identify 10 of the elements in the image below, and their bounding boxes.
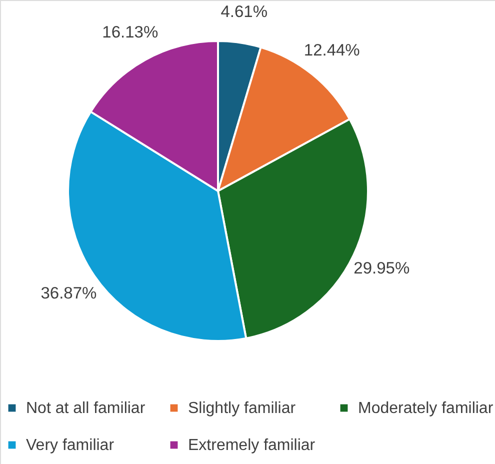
legend-label: Slightly familiar — [188, 400, 296, 417]
data-label: 36.87% — [40, 284, 98, 302]
data-label: 4.61% — [220, 2, 268, 21]
legend-label: Not at all familiar — [26, 400, 146, 417]
data-label: 16.13% — [102, 24, 158, 42]
data-label: 12.44% — [304, 41, 360, 60]
legend-label: Very familiar — [26, 437, 115, 454]
data-label: 29.95% — [354, 259, 410, 278]
legend-label: Extremely familiar — [188, 437, 316, 454]
legend-label: Moderately familiar — [358, 400, 494, 417]
